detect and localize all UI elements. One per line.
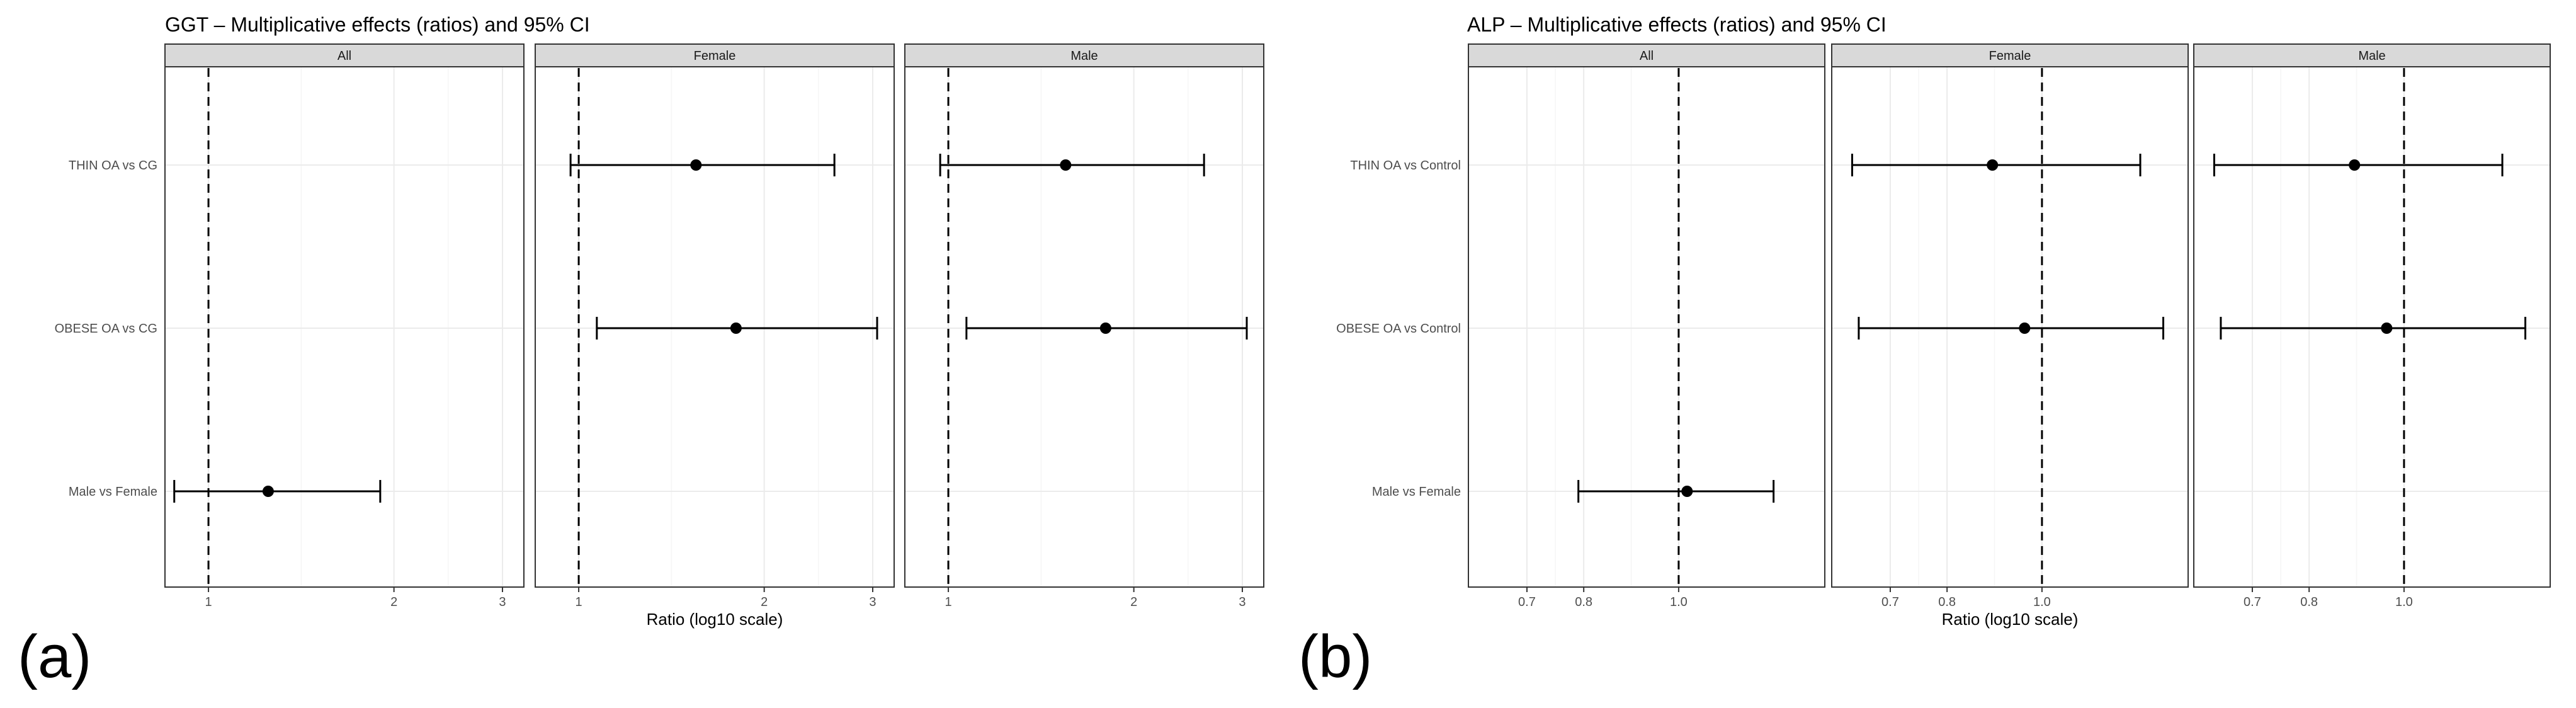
chart-title: GGT – Multiplicative effects (ratios) an…: [165, 13, 590, 36]
estimate-point: [690, 159, 702, 171]
category-label: Male vs Female: [69, 485, 157, 499]
x-axis-title: Ratio (log10 scale): [647, 610, 783, 629]
facet-male: Male 0.7 0.8 1.0: [2193, 43, 2551, 609]
facet-panel: [904, 66, 1264, 588]
facet-strip: [164, 43, 525, 67]
x-tick-label: 0.7: [2244, 595, 2261, 609]
x-tick-label: 1: [576, 595, 582, 609]
estimate-point: [1099, 323, 1111, 334]
estimate-point: [262, 486, 274, 497]
facet-strip-label: All: [338, 49, 351, 63]
chart-0: GGT – Multiplicative effects (ratios) an…: [18, 13, 1264, 690]
facet-all: All 1 2 3: [164, 43, 525, 609]
facet-strip: [535, 43, 895, 67]
category-label: Male vs Female: [1372, 485, 1461, 499]
x-tick-label: 2: [761, 595, 768, 609]
facet-female: Female 0.7 0.8 1.0: [1831, 43, 2189, 609]
x-tick-label: 2: [1130, 595, 1137, 609]
x-tick-label: 3: [869, 595, 876, 609]
chart-title: ALP – Multiplicative effects (ratios) an…: [1467, 13, 1887, 36]
x-tick-label: 2: [390, 595, 397, 609]
x-tick-label: 0.7: [1881, 595, 1899, 609]
facet-panel: [535, 66, 895, 588]
facet-panel: [2193, 66, 2551, 588]
x-tick-label: 3: [1239, 595, 1245, 609]
panel-tag: (a): [18, 623, 91, 690]
facet-strip-label: Female: [1989, 49, 2031, 63]
facet-strip: [904, 43, 1264, 67]
x-tick-label: 1: [945, 595, 952, 609]
estimate-point: [2349, 159, 2361, 171]
x-tick-label: 1: [205, 595, 212, 609]
x-tick-label: 1.0: [2395, 595, 2413, 609]
facet-male: Male 1 2 3: [904, 43, 1264, 609]
x-tick-label: 0.8: [2300, 595, 2318, 609]
x-tick-label: 1.0: [1670, 595, 1688, 609]
x-axis-title: Ratio (log10 scale): [1942, 610, 2079, 629]
category-label: OBESE OA vs CG: [55, 322, 157, 336]
facet-panel: [1468, 66, 1825, 588]
facet-strip-label: Male: [1070, 49, 1098, 63]
chart-1: ALP – Multiplicative effects (ratios) an…: [1298, 13, 2551, 690]
facet-strip-label: Female: [694, 49, 736, 63]
facet-strip: [1468, 43, 1825, 67]
estimate-point: [1681, 486, 1693, 497]
facet-strip-label: Male: [2358, 49, 2385, 63]
estimate-point: [730, 323, 742, 334]
estimate-point: [2381, 323, 2393, 334]
facet-all: All 0.7 0.8 1.0: [1468, 43, 1825, 609]
x-tick-label: 0.8: [1938, 595, 1956, 609]
panel-tag: (b): [1298, 623, 1372, 690]
x-tick-label: 0.8: [1575, 595, 1592, 609]
x-tick-label: 3: [499, 595, 506, 609]
category-label: THIN OA vs Control: [1350, 159, 1461, 173]
facet-female: Female 1 2 3: [535, 43, 895, 609]
x-tick-label: 1.0: [2033, 595, 2051, 609]
x-tick-label: 0.7: [1518, 595, 1536, 609]
facet-strip: [2193, 43, 2551, 67]
facet-panel: [164, 66, 525, 588]
estimate-point: [1987, 159, 1999, 171]
category-label: OBESE OA vs Control: [1336, 322, 1461, 336]
estimate-point: [2019, 323, 2031, 334]
estimate-point: [1060, 159, 1072, 171]
facet-strip-label: All: [1640, 49, 1654, 63]
category-label: THIN OA vs CG: [69, 159, 157, 173]
facet-panel: [1831, 66, 2189, 588]
